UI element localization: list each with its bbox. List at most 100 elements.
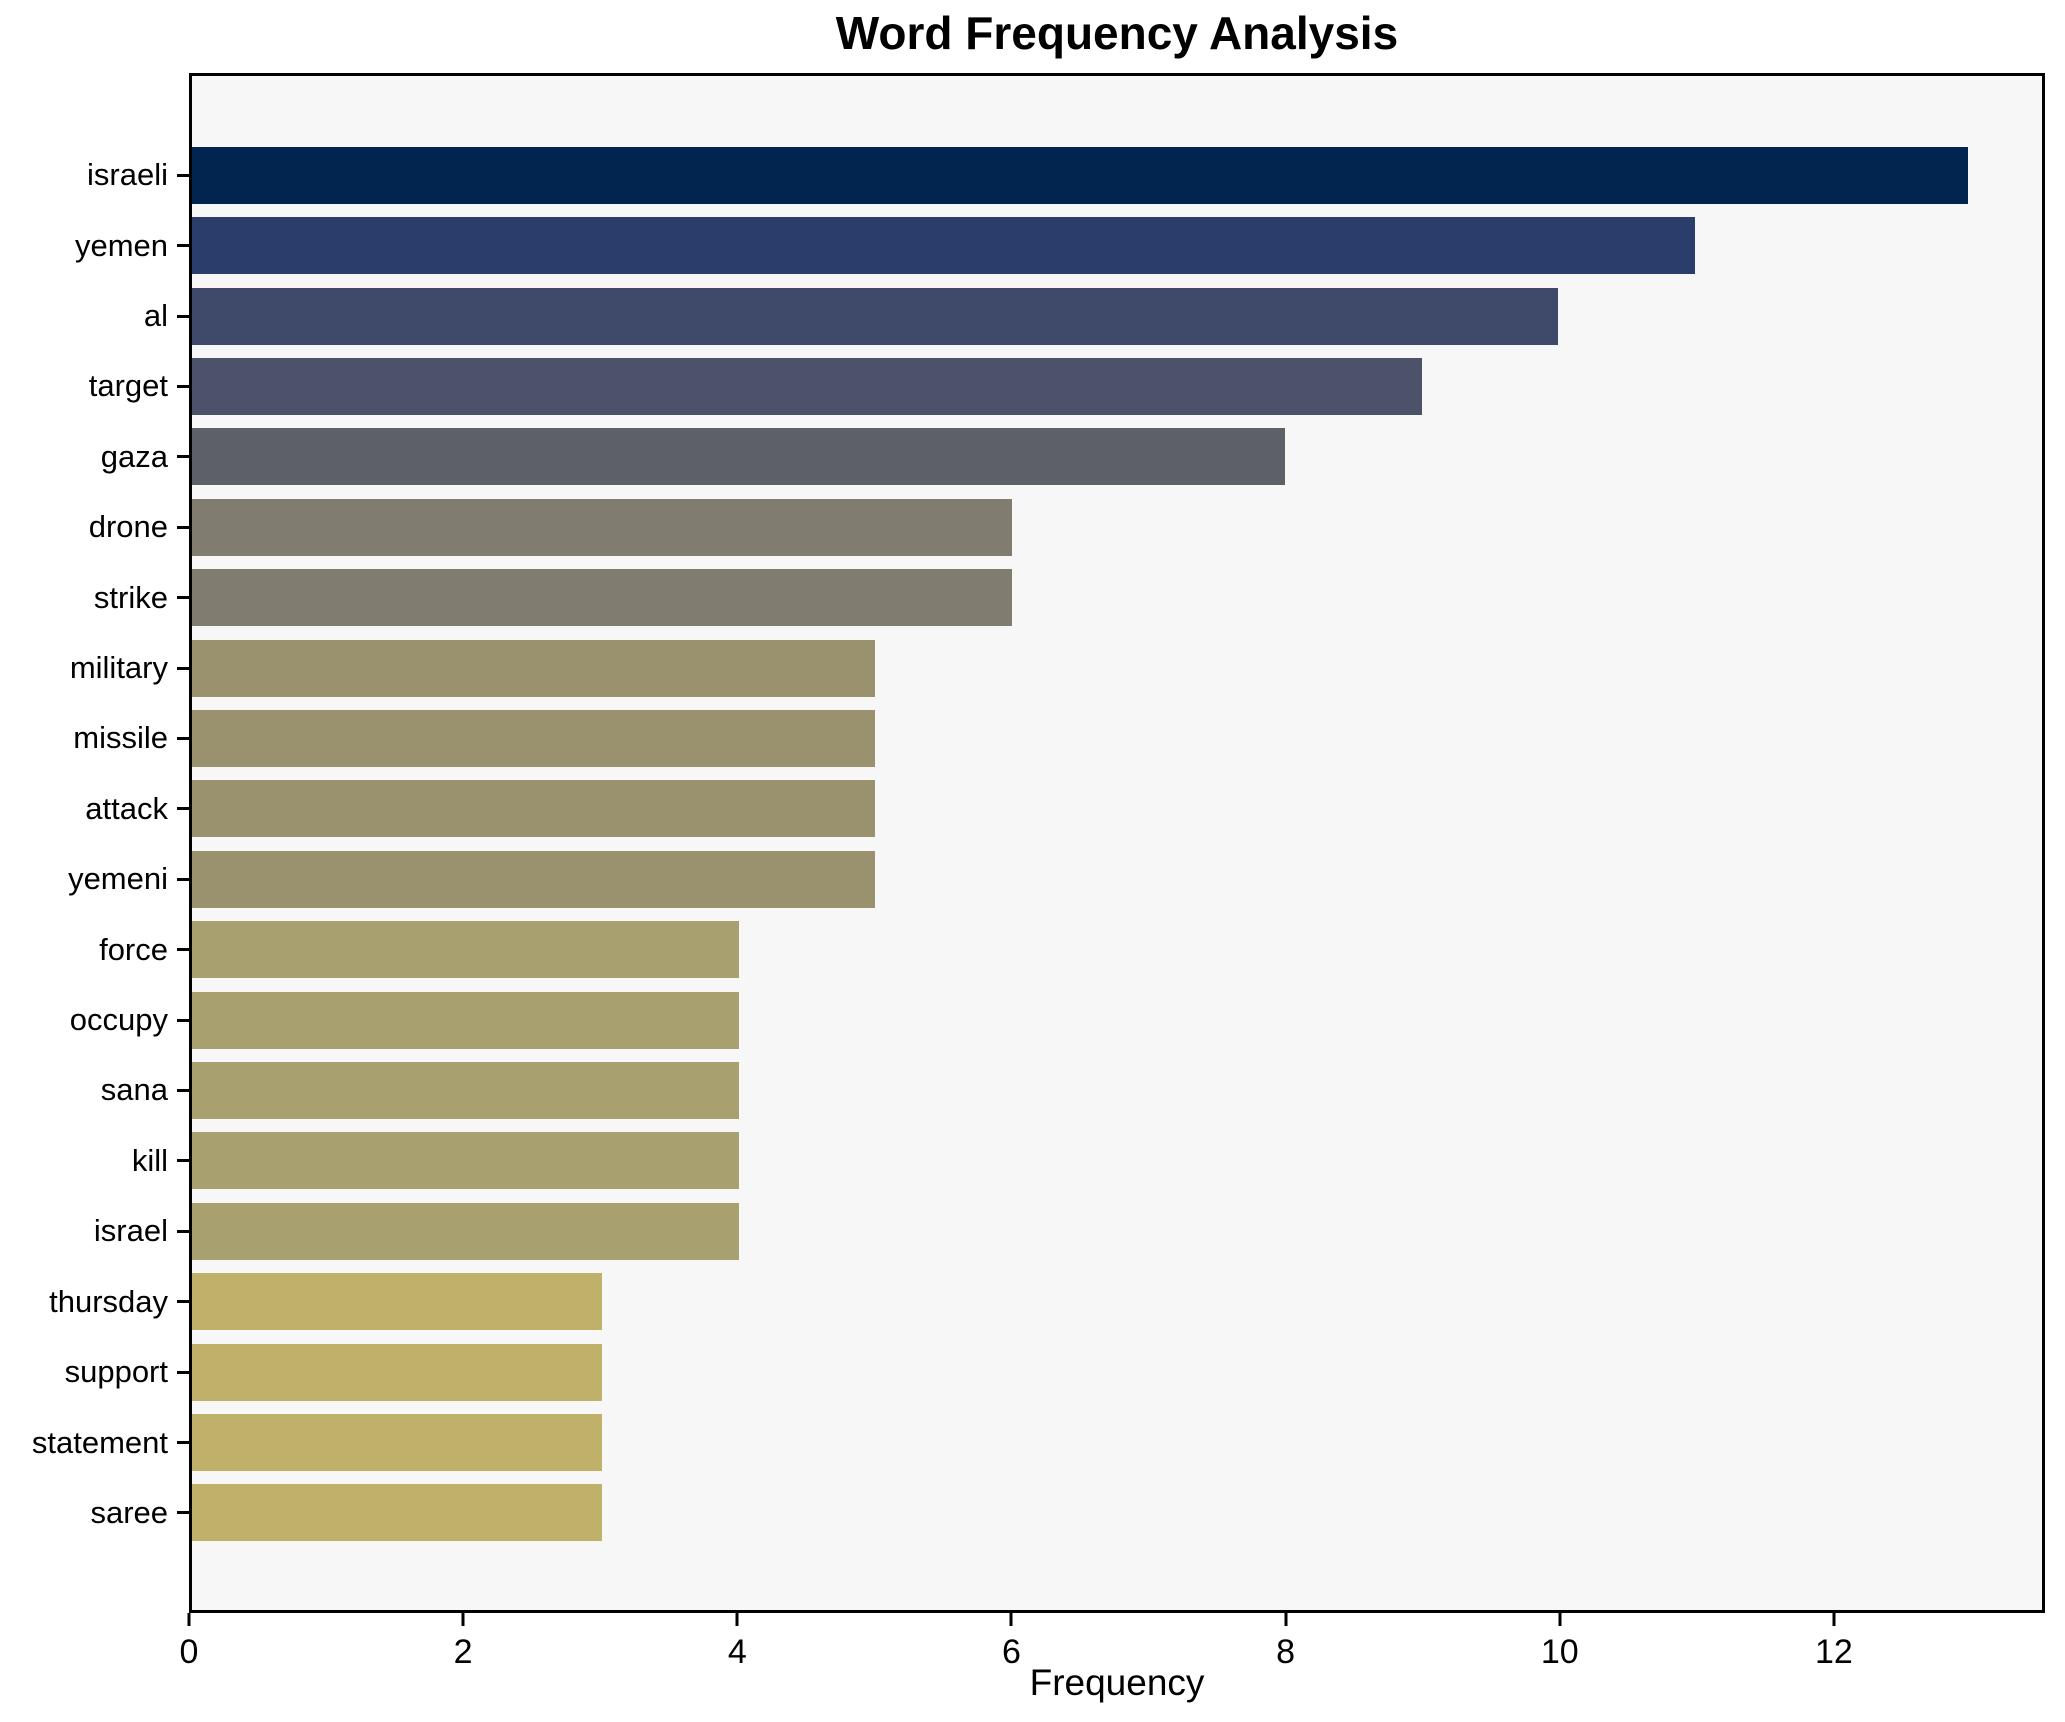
bar-row (192, 1055, 2042, 1125)
bar-row (192, 351, 2042, 421)
y-tick-mark (177, 1300, 189, 1304)
y-tick-row: occupy (0, 985, 189, 1055)
y-tick-mark (177, 384, 189, 388)
x-axis-label: Frequency (1029, 1662, 1205, 1703)
y-tick-row: statement (0, 1407, 189, 1477)
bar-target (192, 357, 1422, 415)
bar-row (192, 1267, 2042, 1337)
bar-occupy (192, 991, 739, 1049)
y-tick-row: israel (0, 1196, 189, 1266)
y-tick-label: yemen (74, 227, 168, 263)
y-tick-mark (177, 1229, 189, 1233)
y-tick-label: israeli (87, 157, 168, 193)
y-tick-mark (177, 666, 189, 670)
y-tick-label: strike (93, 579, 168, 615)
bar-row (192, 1407, 2042, 1477)
x-tick-mark (1832, 1613, 1836, 1626)
y-tick-mark (177, 877, 189, 881)
bar-drone (192, 498, 1012, 556)
y-tick-row: thursday (0, 1267, 189, 1337)
y-tick-mark (177, 525, 189, 529)
bar-kill (192, 1132, 739, 1190)
y-tick-label: missile (73, 720, 168, 756)
y-tick-mark (177, 1018, 189, 1022)
bar-yemeni (192, 850, 876, 908)
bar-attack (192, 780, 876, 838)
y-tick-mark (177, 807, 189, 811)
bar-row (192, 492, 2042, 562)
x-tick-label: 8 (1276, 1633, 1296, 1671)
bar-row (192, 281, 2042, 351)
x-tick-label: 6 (1001, 1633, 1021, 1671)
y-tick-label: thursday (49, 1283, 168, 1319)
y-tick-mark (177, 1511, 189, 1515)
x-tick-label: 12 (1814, 1633, 1853, 1671)
y-tick-row: gaza (0, 422, 189, 492)
bar-israel (192, 1202, 739, 1260)
y-tick-row: strike (0, 562, 189, 632)
y-tick-label: gaza (100, 438, 168, 474)
y-tick-label: force (99, 931, 168, 967)
bar-row (192, 914, 2042, 984)
y-tick-row: saree (0, 1478, 189, 1548)
bar-row (192, 1478, 2042, 1548)
y-tick-row: support (0, 1337, 189, 1407)
bar-strike (192, 569, 1012, 627)
x-tick-label: 10 (1540, 1633, 1579, 1671)
y-tick-row: yemen (0, 210, 189, 280)
y-tick-mark (177, 173, 189, 177)
y-tick-label: support (64, 1354, 168, 1390)
bar-israeli (192, 146, 1969, 204)
y-tick-label: statement (31, 1424, 168, 1460)
y-tick-label: israel (93, 1213, 168, 1249)
x-tick-mark (1284, 1613, 1288, 1626)
y-tick-label: yemeni (68, 861, 168, 897)
bar-military (192, 639, 876, 697)
y-tick-mark (177, 1441, 189, 1445)
y-tick-mark (177, 1159, 189, 1163)
y-tick-label: sana (100, 1072, 168, 1108)
bar-missile (192, 709, 876, 767)
bar-row (192, 210, 2042, 280)
x-tick-mark (461, 1613, 465, 1626)
x-tick-label: 2 (453, 1633, 473, 1671)
y-tick-row: kill (0, 1126, 189, 1196)
x-tick-label: 0 (179, 1633, 199, 1671)
y-tick-mark (177, 736, 189, 740)
x-tick-mark (187, 1613, 191, 1626)
y-tick-row: missile (0, 703, 189, 773)
bar-row (192, 422, 2042, 492)
y-tick-row: al (0, 281, 189, 351)
y-tick-row: attack (0, 774, 189, 844)
y-tick-mark (177, 455, 189, 459)
y-tick-mark (177, 244, 189, 248)
plot-area (189, 73, 2045, 1613)
chart-title: Word Frequency Analysis (835, 7, 1399, 59)
y-tick-label: target (88, 368, 168, 404)
y-tick-mark (177, 314, 189, 318)
bar-force (192, 921, 739, 979)
bar-row (192, 844, 2042, 914)
y-tick-row: yemeni (0, 844, 189, 914)
y-tick-label: saree (90, 1494, 168, 1530)
bar-row (192, 562, 2042, 632)
bar-row (192, 633, 2042, 703)
bar-statement (192, 1414, 602, 1472)
bar-row (192, 1337, 2042, 1407)
y-tick-label: attack (85, 790, 168, 826)
bar-al (192, 287, 1559, 345)
bar-sana (192, 1061, 739, 1119)
y-tick-row: military (0, 633, 189, 703)
y-tick-row: force (0, 914, 189, 984)
y-tick-label: drone (88, 509, 168, 545)
bar-row (192, 774, 2042, 844)
bar-thursday (192, 1273, 602, 1331)
y-tick-label: occupy (69, 1002, 168, 1038)
y-tick-mark (177, 948, 189, 952)
bar-gaza (192, 428, 1286, 486)
x-tick-mark (735, 1613, 739, 1626)
y-tick-label: military (69, 650, 168, 686)
bar-row (192, 140, 2042, 210)
y-tick-row: drone (0, 492, 189, 562)
